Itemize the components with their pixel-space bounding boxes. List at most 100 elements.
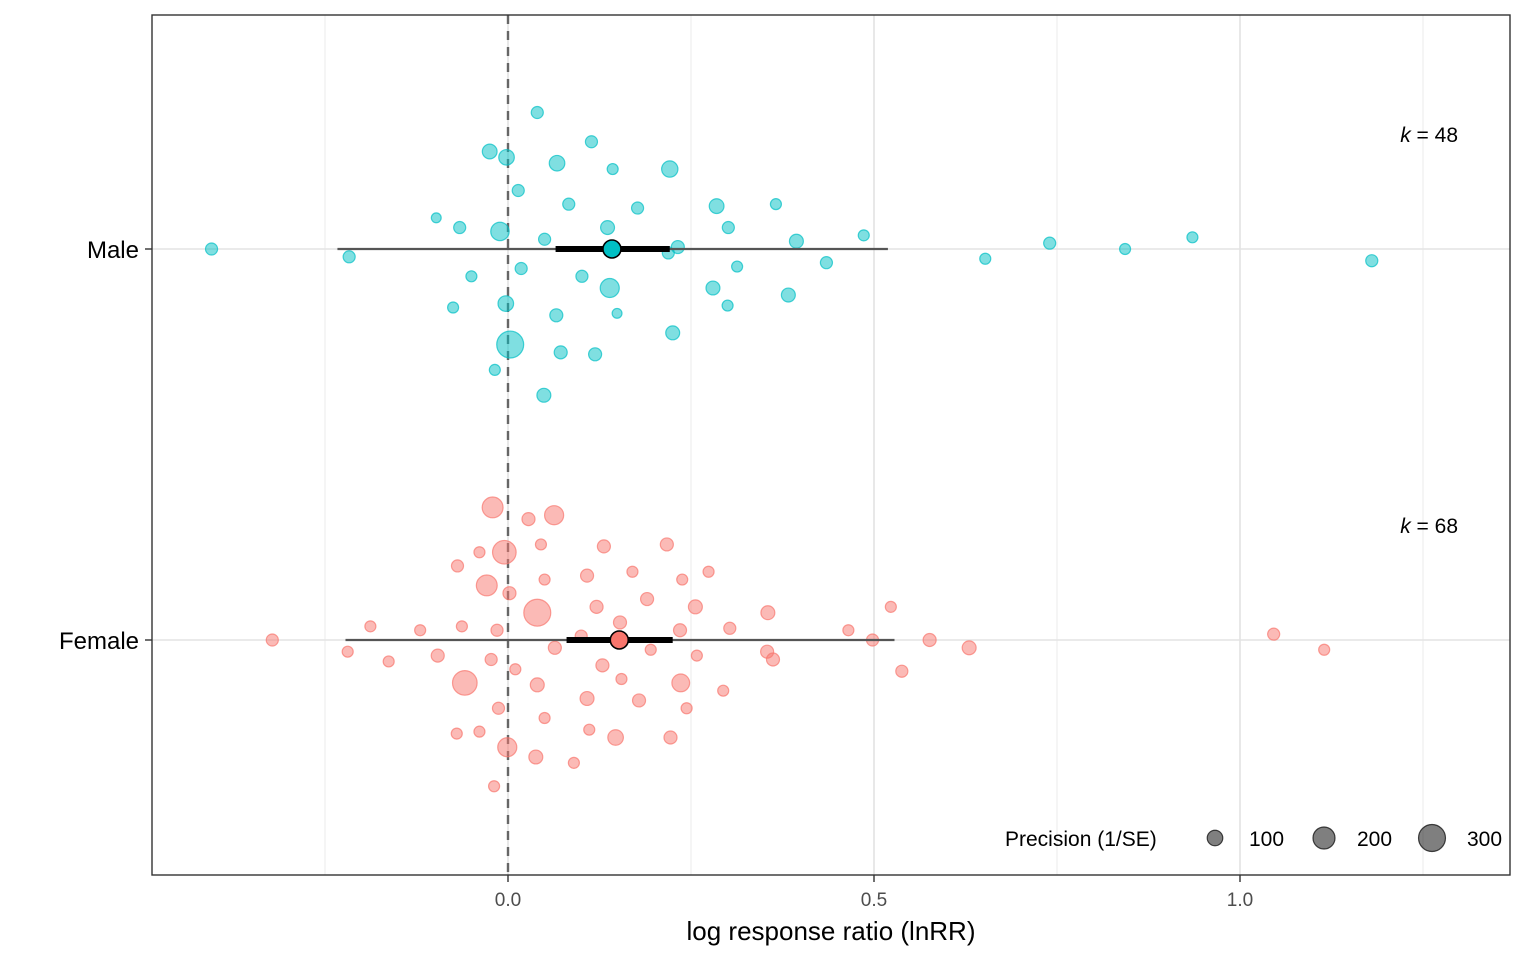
data-point	[575, 269, 589, 283]
data-point	[523, 598, 552, 627]
data-point	[842, 624, 855, 637]
data-point	[265, 633, 279, 647]
data-point	[475, 574, 498, 597]
legend-key-label: 200	[1357, 828, 1392, 851]
overall-estimate	[609, 630, 630, 650]
data-point	[548, 154, 566, 172]
data-point	[922, 632, 937, 648]
data-point	[961, 640, 977, 656]
data-point	[1318, 643, 1331, 656]
data-point	[536, 387, 552, 403]
legend-key-label: 100	[1249, 828, 1284, 851]
data-point	[579, 690, 595, 707]
data-point	[769, 198, 783, 211]
x-tick-label: 0.0	[495, 890, 521, 911]
data-point	[607, 729, 624, 746]
group-points-male	[204, 105, 1379, 403]
x-tick-label: 0.5	[861, 890, 887, 911]
data-point	[723, 621, 737, 635]
k-label-female: k = 68	[1400, 515, 1458, 538]
data-point	[721, 220, 735, 235]
data-point	[680, 702, 693, 715]
legend: Precision (1/SE) 100 200 300	[1005, 823, 1502, 853]
data-point	[481, 496, 504, 519]
data-point	[204, 242, 219, 256]
data-point	[596, 539, 611, 554]
data-point	[473, 725, 486, 738]
data-point	[430, 648, 445, 663]
data-point	[661, 160, 679, 178]
data-point	[498, 148, 515, 166]
legend-key-label: 300	[1467, 828, 1502, 851]
data-point	[382, 655, 395, 668]
data-point	[567, 756, 580, 769]
data-point	[491, 539, 517, 565]
data-point	[857, 229, 870, 242]
data-point	[788, 233, 804, 249]
data-point	[528, 749, 544, 765]
data-point	[589, 599, 604, 614]
data-point	[490, 623, 504, 637]
data-point	[497, 295, 515, 312]
data-point	[414, 624, 427, 637]
data-point	[562, 197, 576, 211]
data-point	[1043, 236, 1057, 250]
data-point	[538, 573, 551, 586]
legend-key-circle	[1312, 826, 1336, 850]
data-point	[488, 363, 501, 376]
y-tick-label-female: Female	[59, 628, 139, 655]
data-point	[819, 256, 834, 270]
axes: 0.0 0.5 1.0 Male Female	[59, 237, 1253, 911]
data-point	[487, 780, 501, 793]
data-point	[611, 307, 623, 319]
data-point	[884, 600, 897, 613]
data-point	[588, 347, 603, 362]
data-point	[341, 645, 354, 658]
data-point	[670, 239, 685, 255]
data-point	[665, 325, 681, 341]
data-point	[465, 270, 478, 283]
data-point	[717, 684, 730, 697]
data-point	[612, 615, 628, 630]
data-point	[705, 280, 721, 296]
data-point	[455, 620, 468, 633]
data-point	[672, 623, 688, 638]
data-point	[490, 221, 510, 242]
legend-title: Precision (1/SE)	[1005, 828, 1157, 851]
data-point	[484, 652, 498, 667]
data-point	[543, 505, 565, 526]
data-point	[529, 677, 545, 693]
data-point	[430, 212, 442, 224]
panel-border	[151, 14, 1511, 876]
k-label-male: k = 48	[1400, 124, 1458, 147]
overall-estimate	[602, 239, 622, 259]
data-point	[599, 277, 620, 299]
summary-estimates	[337, 239, 895, 650]
data-point	[702, 565, 715, 578]
data-point	[1118, 242, 1132, 256]
data-point	[549, 308, 564, 323]
grid-lines	[152, 15, 1510, 875]
data-point	[530, 105, 544, 120]
x-axis-title: log response ratio (lnRR)	[686, 916, 975, 946]
data-point	[639, 591, 655, 607]
data-point	[721, 299, 734, 312]
data-point	[511, 183, 525, 198]
data-point	[780, 287, 796, 303]
data-point	[1267, 627, 1281, 641]
data-point	[584, 135, 599, 149]
data-point	[450, 559, 465, 573]
data-point	[553, 345, 568, 360]
data-point	[583, 723, 596, 736]
data-point	[534, 538, 548, 551]
data-point	[547, 640, 562, 655]
data-point	[708, 198, 725, 215]
data-point	[509, 663, 522, 676]
data-point	[473, 546, 486, 559]
data-point	[1186, 231, 1199, 244]
data-point	[579, 568, 595, 583]
data-point	[895, 664, 909, 678]
data-point	[606, 162, 619, 176]
data-point	[481, 143, 498, 160]
data-point	[450, 727, 463, 740]
